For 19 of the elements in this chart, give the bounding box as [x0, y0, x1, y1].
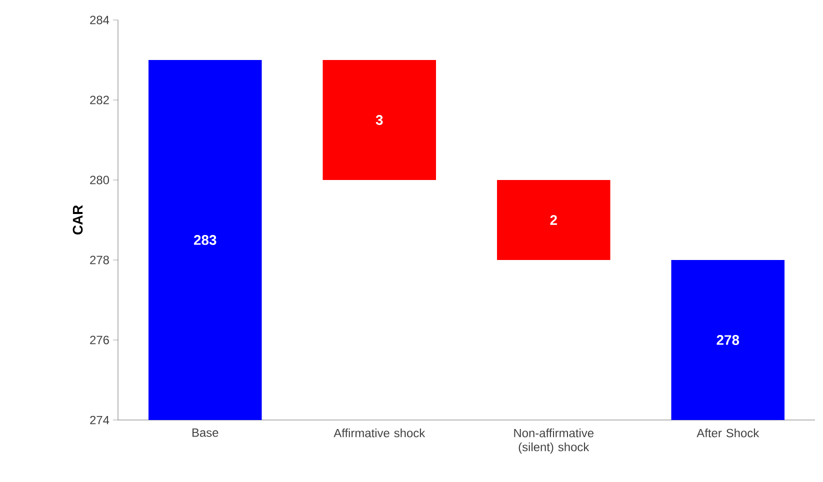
y-tick-label: 276 — [90, 336, 109, 344]
x-tick-label: After Shock — [696, 428, 760, 438]
data-label: 3 — [376, 115, 383, 125]
x-tick-label: Non-affirmative (silent) shock — [514, 428, 594, 454]
y-tick-label: 282 — [90, 96, 109, 104]
bar — [671, 260, 785, 420]
bar — [496, 180, 610, 260]
y-tick-label: 274 — [90, 416, 110, 424]
x-tick-label: Base — [192, 428, 218, 437]
y-tick-label: 280 — [90, 176, 110, 184]
bar — [148, 60, 262, 420]
data-label: 283 — [194, 235, 216, 245]
y-tick-label: 278 — [90, 256, 109, 264]
bar — [322, 60, 436, 180]
y-axis-title: CAR — [72, 205, 83, 235]
data-label: 2 — [550, 215, 557, 225]
y-tick-label: 284 — [90, 16, 110, 24]
x-tick-label: Affirmative shock — [334, 428, 426, 438]
data-label: 278 — [716, 335, 740, 345]
